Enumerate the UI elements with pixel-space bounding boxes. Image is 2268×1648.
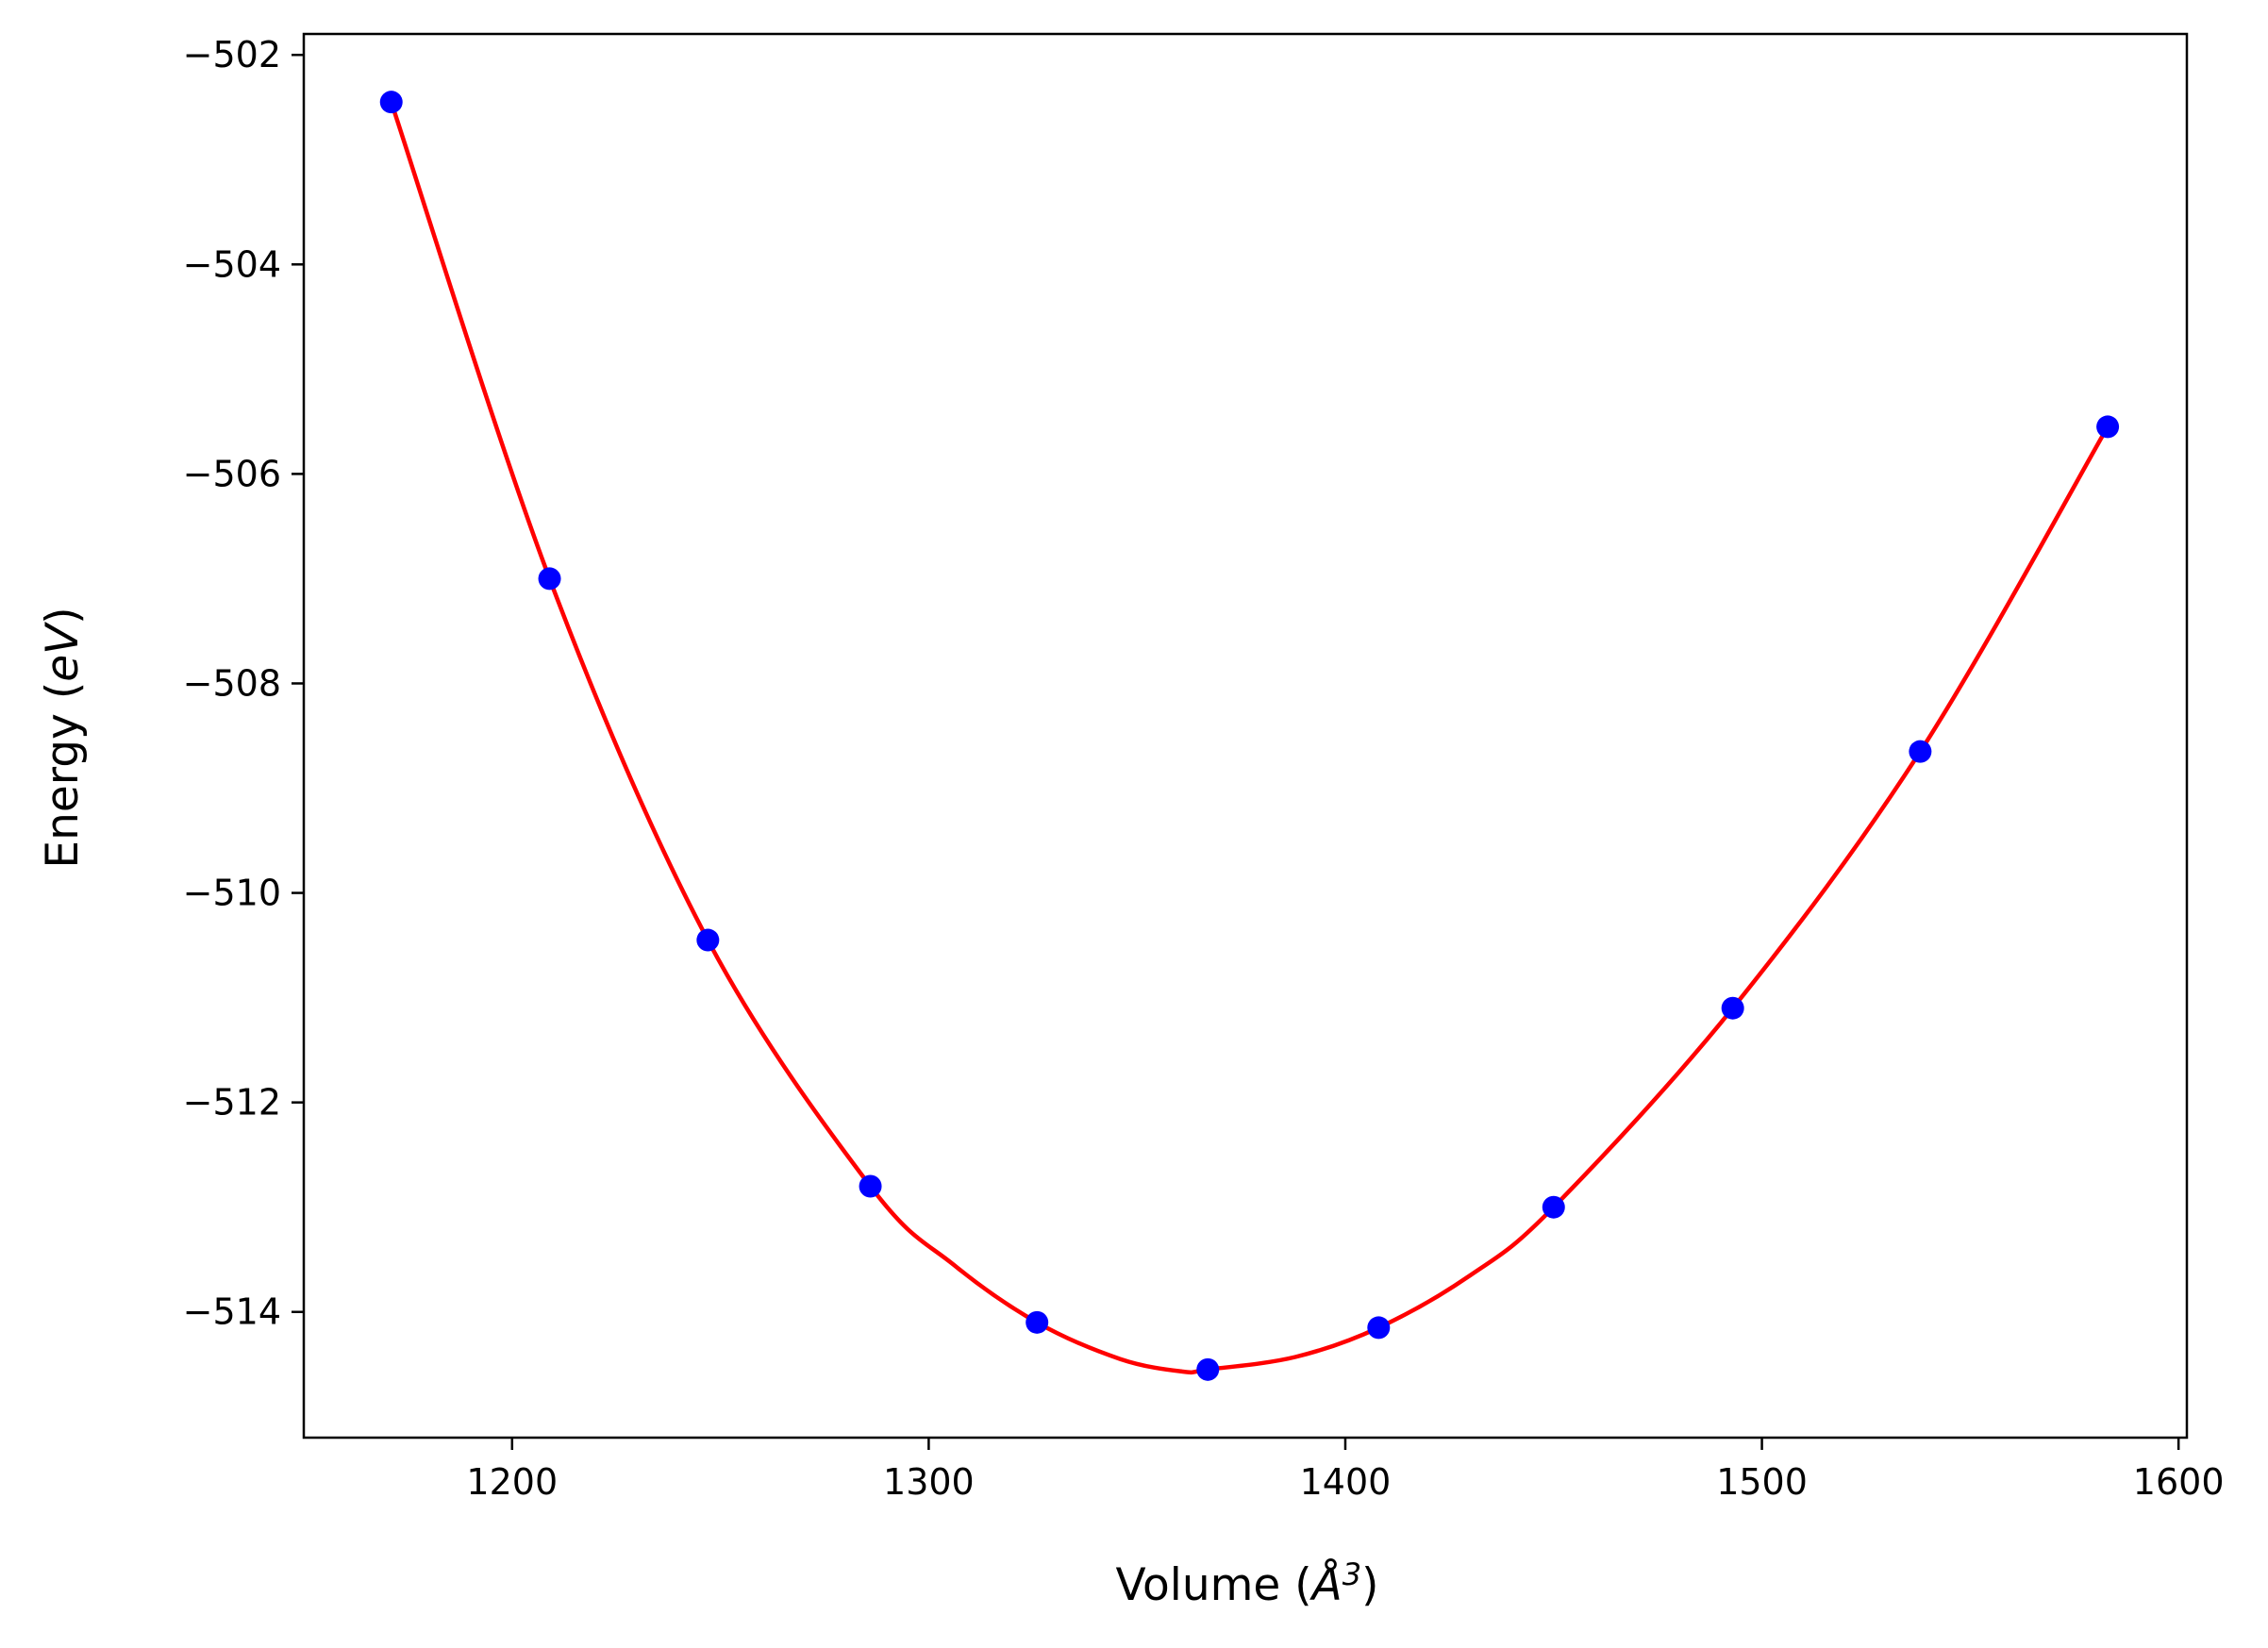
x-tick-label: 1500 [1716,1461,1808,1503]
y-tick-label: −510 [183,873,281,914]
data-point [1367,1316,1391,1340]
data-point [379,91,403,114]
x-tick-label: 1400 [1300,1461,1392,1503]
data-point [2096,415,2120,439]
data-points [379,91,2120,1381]
y-tick-label: −514 [183,1291,281,1333]
plot-frame [302,32,2189,1440]
data-point [1026,1310,1049,1334]
y-axis-ticks: −502 −504 −506 −508 −510 −512 −514 [183,34,304,1333]
x-tick-label: 1200 [466,1461,558,1503]
data-point [1196,1357,1220,1381]
data-point [696,928,720,952]
y-tick-label: −508 [183,662,281,704]
x-axis-ticks: 1200 1300 1400 1500 1600 [466,1438,2225,1503]
data-point [538,567,561,591]
y-tick-label: −506 [183,453,281,494]
y-tick-label: −502 [183,34,281,75]
data-point [859,1174,882,1198]
data-point [1909,740,1932,763]
y-tick-label: −504 [183,243,281,285]
x-axis-label: Volume (Å3) [1116,1556,1379,1611]
data-point [1542,1195,1565,1219]
y-tick-label: −512 [183,1082,281,1124]
data-point [1721,996,1744,1020]
x-tick-label: 1600 [2133,1461,2225,1503]
x-tick-label: 1300 [883,1461,975,1503]
fit-curve [389,101,2110,1375]
y-axis-label: Energy (eV) [37,607,89,868]
